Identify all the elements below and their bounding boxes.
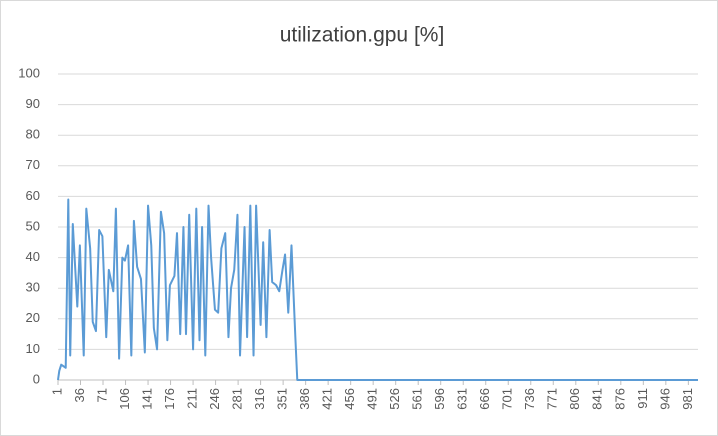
- x-tick-label: 386: [297, 388, 312, 410]
- y-tick-label: 20: [26, 310, 40, 325]
- y-tick-label: 50: [26, 218, 40, 233]
- x-tick-label: 981: [680, 388, 695, 410]
- y-tick-label: 60: [26, 188, 40, 203]
- y-tick-label: 70: [26, 157, 40, 172]
- y-tick-label: 80: [26, 127, 40, 142]
- x-tick-label: 491: [365, 388, 380, 410]
- x-tick-label: 176: [162, 388, 177, 410]
- x-tick-label: 911: [635, 388, 650, 409]
- x-tick-label: 351: [275, 388, 290, 410]
- x-tick-label: 806: [567, 388, 582, 410]
- x-tick-label: 631: [455, 388, 470, 410]
- x-tick-label: 106: [117, 388, 132, 410]
- x-tick-label: 456: [342, 388, 357, 410]
- x-tick-label: 771: [545, 388, 560, 410]
- y-tick-label: 30: [26, 280, 40, 295]
- y-tick-label: 90: [26, 96, 40, 111]
- x-tick-label: 666: [477, 388, 492, 410]
- y-tick-label: 0: [33, 371, 40, 386]
- x-tick-label: 211: [185, 388, 200, 409]
- x-tick-label: 71: [94, 388, 109, 402]
- x-tick-label: 141: [139, 388, 154, 410]
- x-tick-label: 526: [387, 388, 402, 410]
- x-tick-label: 246: [207, 388, 222, 410]
- x-tick-label: 421: [320, 388, 335, 410]
- x-tick-label: 596: [432, 388, 447, 410]
- data-line: [57, 198, 698, 381]
- x-tick-label: 841: [590, 388, 605, 410]
- x-tick-label: 316: [252, 388, 267, 410]
- x-tick-label: 561: [410, 388, 425, 410]
- y-tick-label: 100: [18, 65, 40, 80]
- x-tick-label: 876: [612, 388, 627, 410]
- y-tick-label: 40: [26, 249, 40, 264]
- chart-title: utilization.gpu [%]: [280, 24, 445, 47]
- x-tick-label: 701: [500, 388, 515, 410]
- x-tick-label: 1: [49, 388, 64, 395]
- y-tick-label: 10: [26, 341, 40, 356]
- x-tick-label: 946: [657, 388, 672, 410]
- x-tick-label: 281: [230, 388, 245, 410]
- x-tick-label: 36: [72, 388, 87, 402]
- x-tick-label: 736: [522, 388, 537, 410]
